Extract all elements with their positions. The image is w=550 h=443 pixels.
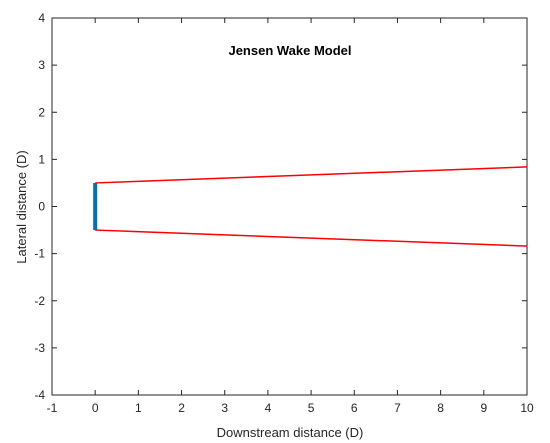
wake-upper-boundary-line [95,166,528,184]
series-layer [93,166,528,247]
x-tick-label: 6 [351,401,358,415]
x-tick-label: 2 [178,401,185,415]
x-tick-label: 0 [92,401,99,415]
x-tick-label: -1 [47,401,58,415]
chart-title: Jensen Wake Model [228,43,351,58]
x-axis-ticks: -1 0 1 2 3 4 5 6 7 8 9 10 [47,18,534,415]
x-tick-label: 9 [480,401,487,415]
y-tick-label: 2 [38,105,45,119]
y-axis-ticks: -4 -3 -2 -1 0 1 2 3 4 [34,11,527,402]
y-tick-label: 1 [38,152,45,166]
x-tick-label: 4 [265,401,272,415]
x-tick-label: 10 [520,401,534,415]
x-tick-label: 7 [394,401,401,415]
x-tick-label: 5 [308,401,315,415]
y-tick-label: 0 [38,200,45,214]
y-tick-label: 3 [38,58,45,72]
plot-area [51,17,528,396]
wake-lower-boundary-line [95,229,528,247]
x-axis-label: Downstream distance (D) [217,425,364,440]
y-tick-label: -1 [34,247,45,261]
y-tick-label: -4 [34,388,45,402]
y-axis-label: Lateral distance (D) [14,150,29,263]
y-tick-label: -2 [34,294,45,308]
x-tick-label: 3 [221,401,228,415]
y-tick-label: 4 [38,11,45,25]
x-tick-label: 1 [135,401,142,415]
x-tick-label: 8 [437,401,444,415]
y-tick-label: -3 [34,341,45,355]
